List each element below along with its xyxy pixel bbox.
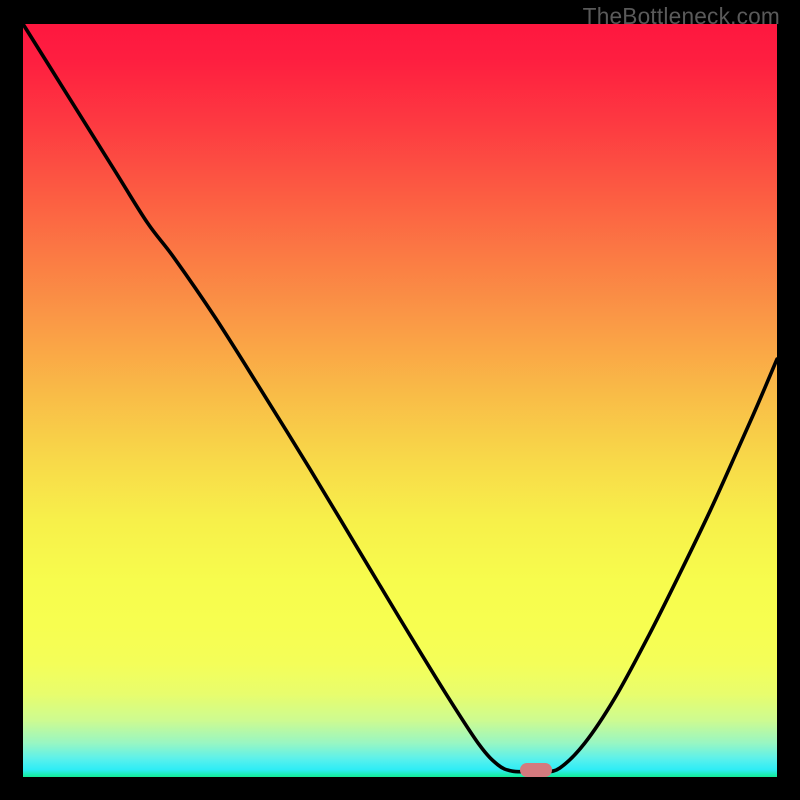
curve-layer <box>23 24 777 777</box>
chart-frame: TheBottleneck.com <box>0 0 800 800</box>
sweet-spot-marker <box>520 763 552 777</box>
watermark-text: TheBottleneck.com <box>583 3 780 30</box>
plot-area <box>23 24 777 777</box>
bottleneck-curve <box>23 24 777 772</box>
